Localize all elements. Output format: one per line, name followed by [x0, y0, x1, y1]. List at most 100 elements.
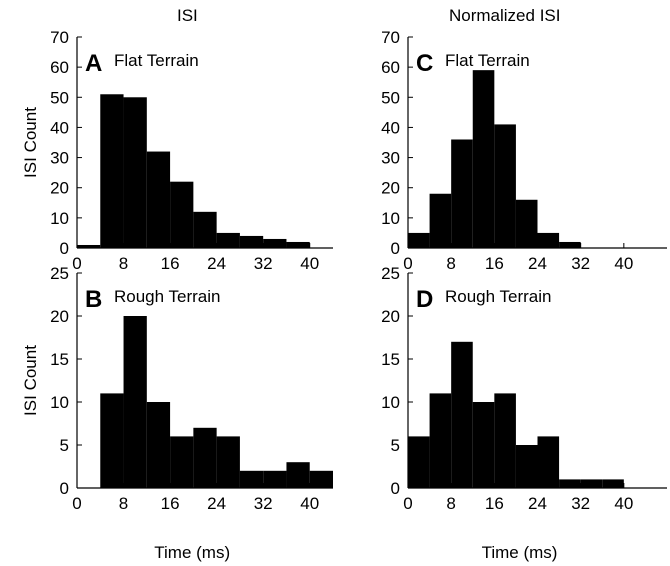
bar-c-0 — [408, 232, 430, 248]
x-tick-label: 32 — [254, 254, 273, 273]
x-tick-label: 16 — [485, 254, 504, 273]
bar-d-3 — [472, 402, 495, 488]
x-tick-label: 0 — [72, 254, 81, 273]
panel-title: Flat Terrain — [114, 51, 199, 70]
bar-d-9 — [602, 479, 624, 488]
bar-d-1 — [429, 393, 452, 488]
y-tick-label: 15 — [381, 350, 400, 369]
y-tick-label: 0 — [391, 479, 400, 498]
y-tick-label: 20 — [50, 179, 69, 198]
bar-c-3 — [472, 70, 495, 249]
y-axis-label: ISI Count — [21, 107, 40, 178]
y-tick-label: 40 — [381, 118, 400, 137]
bar-a-9 — [286, 241, 310, 248]
x-tick-label: 32 — [254, 494, 273, 513]
bar-b-3 — [170, 436, 194, 488]
y-tick-label: 70 — [381, 28, 400, 47]
x-tick-label: 24 — [528, 494, 547, 513]
y-tick-label: 50 — [50, 88, 69, 107]
panel-b: 0 5 10 15 20 25 0 8 16 24 32 40 B Rough Terrain ISI Co… — [21, 264, 333, 562]
panel-title: Rough Terrain — [114, 287, 220, 306]
x-tick-label: 16 — [161, 494, 180, 513]
x-tick-label: 8 — [119, 494, 128, 513]
y-tick-label: 30 — [50, 149, 69, 168]
bar-d-4 — [494, 393, 516, 488]
panel-d: 0 5 10 15 20 25 0 8 16 24 32 40 D Rough Terrain Time (… — [381, 264, 667, 562]
x-tick-label: 0 — [403, 254, 412, 273]
x-tick-label: 24 — [207, 494, 226, 513]
y-tick-label: 20 — [381, 307, 400, 326]
x-tick-label: 0 — [403, 494, 412, 513]
y-tick-label: 50 — [381, 88, 400, 107]
x-tick-label: 16 — [485, 494, 504, 513]
bar-a-3 — [146, 151, 171, 248]
x-tick-label: 24 — [207, 254, 226, 273]
bar-b-6 — [239, 470, 264, 488]
bar-c-4 — [494, 124, 516, 248]
bar-d-5 — [515, 445, 538, 488]
bar-a-6 — [216, 232, 240, 248]
x-axis-label: Time (ms) — [482, 543, 558, 562]
bar-a-4 — [170, 181, 194, 248]
bar-a-5 — [193, 211, 217, 248]
bar-c-1 — [429, 193, 452, 248]
bar-b-2 — [146, 402, 171, 488]
bar-b-7 — [263, 470, 287, 488]
panel-title: Rough Terrain — [445, 287, 551, 306]
panel-letter: B — [85, 286, 102, 313]
bar-b-4 — [193, 427, 217, 488]
y-tick-label: 0 — [60, 239, 69, 258]
x-tick-label: 8 — [446, 494, 455, 513]
x-tick-label: 8 — [119, 254, 128, 273]
x-tick-label: 40 — [614, 254, 633, 273]
bar-a-1 — [100, 94, 124, 249]
panel-letter: A — [85, 50, 102, 77]
bar-b-1 — [123, 316, 147, 488]
x-tick-label: 40 — [300, 254, 319, 273]
panel-letter: D — [416, 286, 433, 313]
y-tick-label: 0 — [391, 239, 400, 258]
x-tick-label: 8 — [446, 254, 455, 273]
bar-c-5 — [515, 199, 538, 248]
y-axis-label: ISI Count — [21, 345, 40, 416]
column-title-isi: ISI — [177, 6, 198, 25]
x-tick-label: 16 — [161, 254, 180, 273]
panel-a: 0 10 20 30 40 50 60 70 0 8 16 24 32 40 A Flat Terrain IS… — [21, 28, 333, 273]
y-tick-label: 5 — [391, 436, 400, 455]
x-tick-label: 24 — [528, 254, 547, 273]
panel-letter: C — [416, 50, 433, 77]
y-tick-label: 60 — [381, 58, 400, 77]
bar-d-0 — [408, 436, 430, 488]
y-tick-label: 20 — [381, 179, 400, 198]
column-title-normalized-isi: Normalized ISI — [449, 6, 561, 25]
bar-c-6 — [537, 232, 560, 248]
x-tick-label: 40 — [614, 494, 633, 513]
bar-b-8 — [286, 462, 310, 488]
bar-d-8 — [580, 479, 603, 488]
y-tick-label: 10 — [50, 209, 69, 228]
panel-c: 0 10 20 30 40 50 60 70 0 8 16 24 32 40 C Flat Terrain — [381, 28, 667, 273]
y-tick-label: 70 — [50, 28, 69, 47]
bar-a-0 — [77, 244, 101, 248]
bar-b-9 — [309, 470, 333, 488]
y-tick-label: 60 — [50, 58, 69, 77]
bar-d-7 — [559, 479, 581, 488]
y-tick-label: 25 — [50, 264, 69, 283]
bar-b-0 — [100, 393, 124, 488]
panel-title: Flat Terrain — [445, 51, 530, 70]
bar-d-6 — [537, 436, 560, 488]
bar-a-7 — [239, 235, 264, 248]
x-tick-label: 32 — [571, 254, 590, 273]
y-tick-label: 25 — [381, 264, 400, 283]
y-tick-label: 15 — [50, 350, 69, 369]
bar-a-2 — [123, 97, 147, 249]
x-tick-label: 40 — [300, 494, 319, 513]
y-tick-label: 20 — [50, 307, 69, 326]
y-tick-label: 40 — [50, 118, 69, 137]
y-tick-label: 30 — [381, 149, 400, 168]
y-tick-label: 0 — [60, 479, 69, 498]
x-tick-label: 0 — [72, 494, 81, 513]
y-tick-label: 5 — [60, 436, 69, 455]
bar-a-8 — [263, 238, 287, 248]
